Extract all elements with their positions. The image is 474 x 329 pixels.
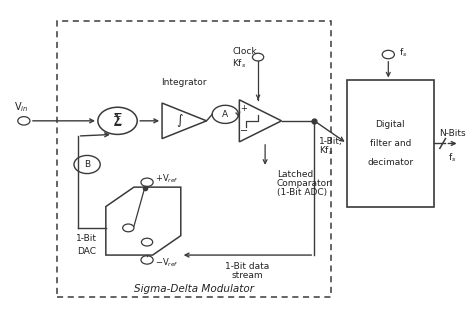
Text: f$_s$: f$_s$ [399, 47, 407, 59]
Text: Kf$_s$: Kf$_s$ [319, 145, 333, 157]
Text: Sigma-Delta Modulator: Sigma-Delta Modulator [134, 284, 254, 294]
Text: 1-Bit,: 1-Bit, [319, 138, 343, 146]
Text: −: − [113, 121, 122, 131]
Text: A: A [222, 110, 228, 119]
Text: +V$_{ref}$: +V$_{ref}$ [155, 173, 179, 185]
Bar [57, 21, 331, 297]
Text: 1-Bit data: 1-Bit data [226, 262, 270, 271]
Text: V$_{in}$: V$_{in}$ [14, 100, 29, 114]
Text: f$_s$: f$_s$ [448, 152, 457, 164]
Text: (1-Bit ADC): (1-Bit ADC) [277, 188, 327, 197]
Text: B: B [84, 160, 90, 169]
Text: Integrator: Integrator [162, 78, 207, 87]
Text: ∫: ∫ [176, 114, 183, 127]
Text: Σ: Σ [113, 113, 122, 128]
Text: decimator: decimator [367, 158, 413, 167]
Text: Digital: Digital [375, 120, 405, 129]
Text: +: + [241, 104, 247, 113]
Text: DAC: DAC [77, 247, 97, 256]
Text: N-Bits: N-Bits [439, 129, 466, 138]
Bar [347, 80, 434, 207]
Text: −: − [240, 126, 248, 136]
Text: −V$_{ref}$: −V$_{ref}$ [155, 257, 179, 269]
Text: filter and: filter and [370, 139, 411, 148]
Text: Kf$_s$: Kf$_s$ [232, 58, 246, 70]
Text: Comparator: Comparator [277, 179, 331, 188]
Text: Clock: Clock [232, 47, 257, 56]
Text: Latched: Latched [277, 170, 313, 179]
Text: +: + [113, 112, 122, 122]
Text: 1-Bit: 1-Bit [75, 234, 97, 242]
Text: stream: stream [232, 271, 264, 280]
